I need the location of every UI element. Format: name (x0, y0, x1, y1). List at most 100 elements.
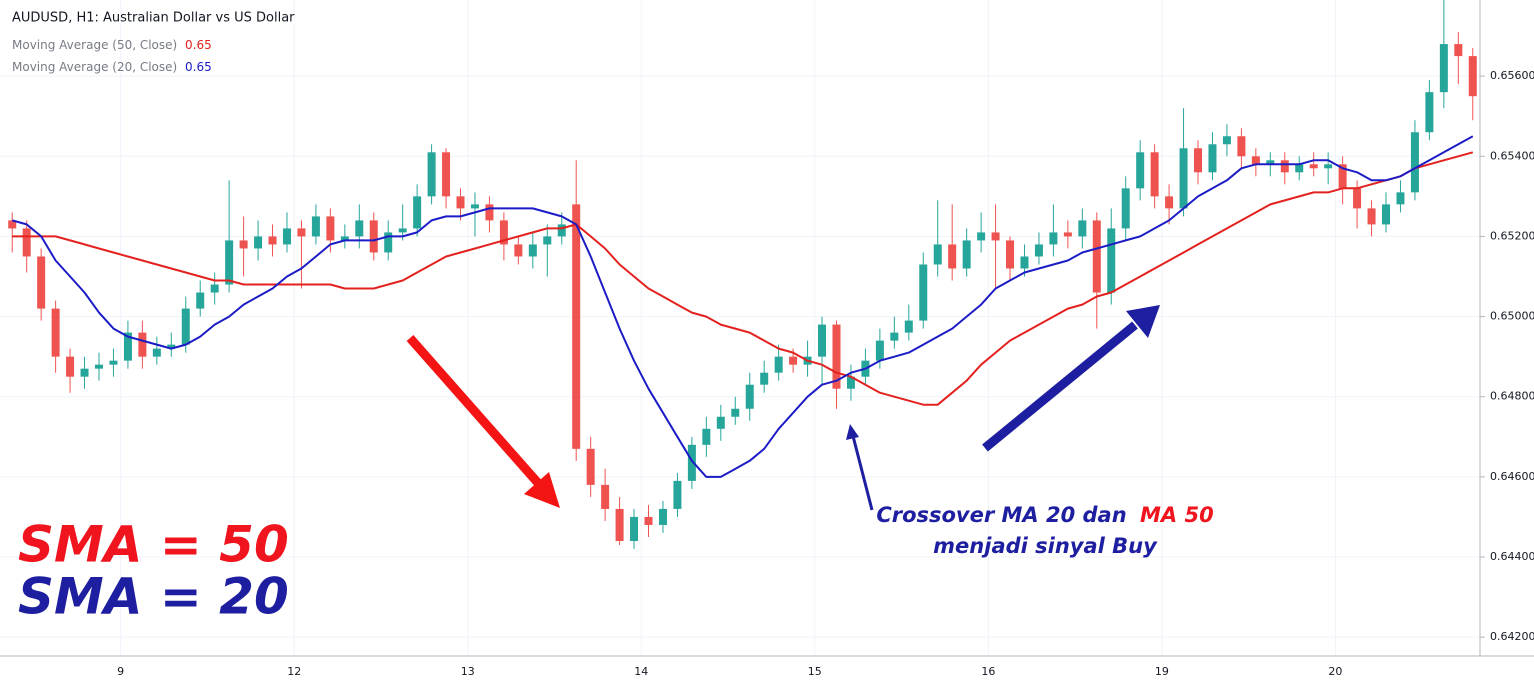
x-tick-label: 14 (634, 665, 648, 678)
candle-body (615, 508, 624, 541)
candle-body (282, 228, 291, 245)
candle-body (470, 204, 479, 209)
legend-entry: Moving Average (50, Close) 0.65 (12, 38, 212, 52)
candle-body (630, 516, 639, 541)
candle-body (760, 372, 769, 385)
candle-body (80, 368, 89, 377)
ma-line (11, 135, 1474, 478)
candle-body (673, 480, 682, 509)
candle-body (109, 360, 118, 365)
candle-body (543, 236, 552, 245)
candle-body (1222, 136, 1231, 145)
candle-body (384, 232, 393, 253)
candle-body (210, 284, 219, 293)
candle-body (413, 196, 422, 229)
x-tick-label: 13 (461, 665, 475, 678)
candle-body (687, 444, 696, 481)
candle-body (94, 364, 103, 369)
candle-body (1353, 188, 1362, 209)
candle-body (586, 448, 595, 485)
candle-body (745, 384, 754, 409)
candle-body (1078, 220, 1087, 237)
candle-body (846, 376, 855, 389)
candle-body (572, 204, 581, 449)
legend-value: 0.65 (185, 60, 212, 74)
candle-body (456, 196, 465, 209)
candle-body (398, 228, 407, 233)
x-tick-label: 12 (287, 665, 301, 678)
grid (0, 0, 1480, 656)
y-tick-label: 0.64800 (1490, 390, 1534, 403)
candle-body (1020, 256, 1029, 269)
x-tick-label: 16 (981, 665, 995, 678)
y-tick-label: 0.64600 (1490, 470, 1534, 483)
candle-body (818, 324, 827, 357)
candle-body (644, 516, 653, 525)
candle-body (485, 204, 494, 221)
plot (8, 0, 1477, 550)
legend-label: Moving Average (20, Close) (12, 60, 177, 74)
candle-body (8, 220, 17, 229)
candle-body (1034, 244, 1043, 257)
x-tick-label: 9 (117, 665, 124, 678)
annotation-part: Crossover MA 20 dan (876, 503, 1126, 527)
candle-body (225, 240, 234, 285)
candle-body (1049, 232, 1058, 245)
candle-body (514, 244, 523, 257)
candle-body (1136, 152, 1145, 189)
candle-body (369, 220, 378, 253)
candle-body (702, 428, 711, 445)
candle-body (1266, 160, 1275, 165)
candle-body (528, 244, 537, 257)
candle-body (731, 408, 740, 417)
candle-body (268, 236, 277, 245)
axes: 0.64200 0.64400 0.64600 0.64800 0.65000 0.652… (117, 69, 1534, 678)
candle-body (326, 216, 335, 241)
candle-body (1410, 132, 1419, 193)
candle-body (1194, 148, 1203, 173)
candle-body (1295, 164, 1304, 173)
candle-body (1006, 240, 1015, 269)
candle-body (239, 240, 248, 249)
candle-body (123, 332, 132, 361)
candle-body (1396, 192, 1405, 205)
candle-body (167, 344, 176, 349)
candle-body (427, 152, 436, 197)
candle-body (1251, 156, 1260, 165)
candle-body (1439, 44, 1448, 93)
candle-body (181, 308, 190, 345)
candle-body (442, 152, 451, 197)
arrow-up (982, 305, 1160, 452)
candle-body (1468, 56, 1477, 97)
y-tick-label: 0.65000 (1490, 310, 1534, 323)
legend-label: Moving Average (50, Close) (12, 38, 177, 52)
candle-body (1150, 152, 1159, 197)
candle-body (340, 236, 349, 241)
y-tick-label: 0.64400 (1490, 550, 1534, 563)
y-tick-label: 0.65600 (1490, 69, 1534, 82)
candle-body (297, 228, 306, 237)
candle-body (196, 292, 205, 309)
candle-body (991, 232, 1000, 241)
candle-body (355, 220, 364, 237)
candle-body (904, 320, 913, 333)
candle-body (22, 228, 31, 257)
candle-body (254, 236, 263, 249)
candle-body (138, 332, 147, 357)
annotation: menjadi sinyal Buy (933, 534, 1158, 558)
candle-body (658, 508, 667, 525)
candle-body (1092, 220, 1101, 293)
arrow-down (406, 335, 560, 508)
x-tick-label: 15 (808, 665, 822, 678)
candle-body (1454, 44, 1463, 57)
candle-body (152, 348, 161, 357)
candle-body (1280, 160, 1289, 173)
candle-body (933, 244, 942, 265)
x-tick-label: 19 (1155, 665, 1169, 678)
candle-body (1237, 136, 1246, 157)
candle-body (1425, 92, 1434, 133)
candle-body (1338, 164, 1347, 189)
candle-body (1121, 188, 1130, 229)
